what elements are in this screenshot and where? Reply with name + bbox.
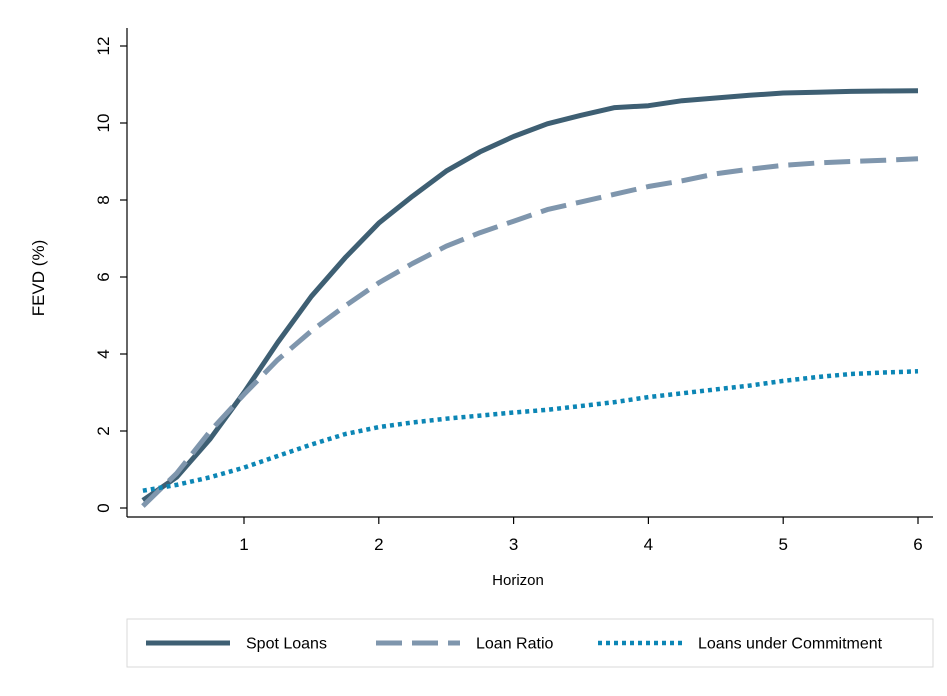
series-line-loans-under-commitment (142, 369, 919, 493)
x-tick-label: 4 (644, 535, 653, 554)
y-tick-label: 8 (94, 195, 113, 204)
legend: Spot Loans Loan Ratio Loans under Commitme… (126, 618, 934, 668)
y-tick-label: 4 (94, 349, 113, 358)
y-tick-label: 6 (94, 272, 113, 281)
y-axis-title: FEVD (%) (29, 240, 48, 317)
x-tick-label: 5 (778, 535, 787, 554)
y-axis-ticks: 0 2 4 6 8 10 12 (94, 37, 127, 513)
x-tick-label: 2 (374, 535, 383, 554)
x-tick-label: 1 (239, 535, 248, 554)
plot-area (141, 88, 919, 508)
legend-label-loans-under-commitment: Loans under Commitment (698, 636, 883, 653)
x-tick-label: 6 (913, 535, 922, 554)
series-line-spot-loans (141, 88, 919, 503)
y-tick-label: 0 (94, 503, 113, 512)
x-axis-ticks: 1 2 3 4 5 6 (239, 517, 923, 554)
series-line-loan-ratio (141, 156, 919, 508)
x-axis-title: Horizon (492, 572, 544, 589)
legend-box (126, 618, 934, 668)
legend-label-spot-loans: Spot Loans (246, 636, 327, 653)
y-tick-label: 10 (94, 114, 113, 133)
legend-label-loan-ratio: Loan Ratio (476, 636, 553, 653)
x-tick-label: 3 (509, 535, 518, 554)
y-tick-label: 12 (94, 37, 113, 56)
y-tick-label: 2 (94, 426, 113, 435)
